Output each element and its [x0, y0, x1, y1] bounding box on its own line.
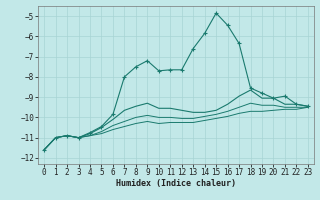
X-axis label: Humidex (Indice chaleur): Humidex (Indice chaleur) [116, 179, 236, 188]
